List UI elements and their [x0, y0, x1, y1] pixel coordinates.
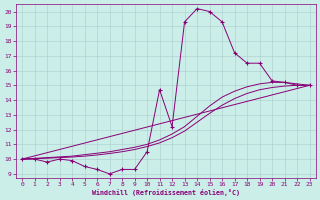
X-axis label: Windchill (Refroidissement éolien,°C): Windchill (Refroidissement éolien,°C): [92, 189, 240, 196]
